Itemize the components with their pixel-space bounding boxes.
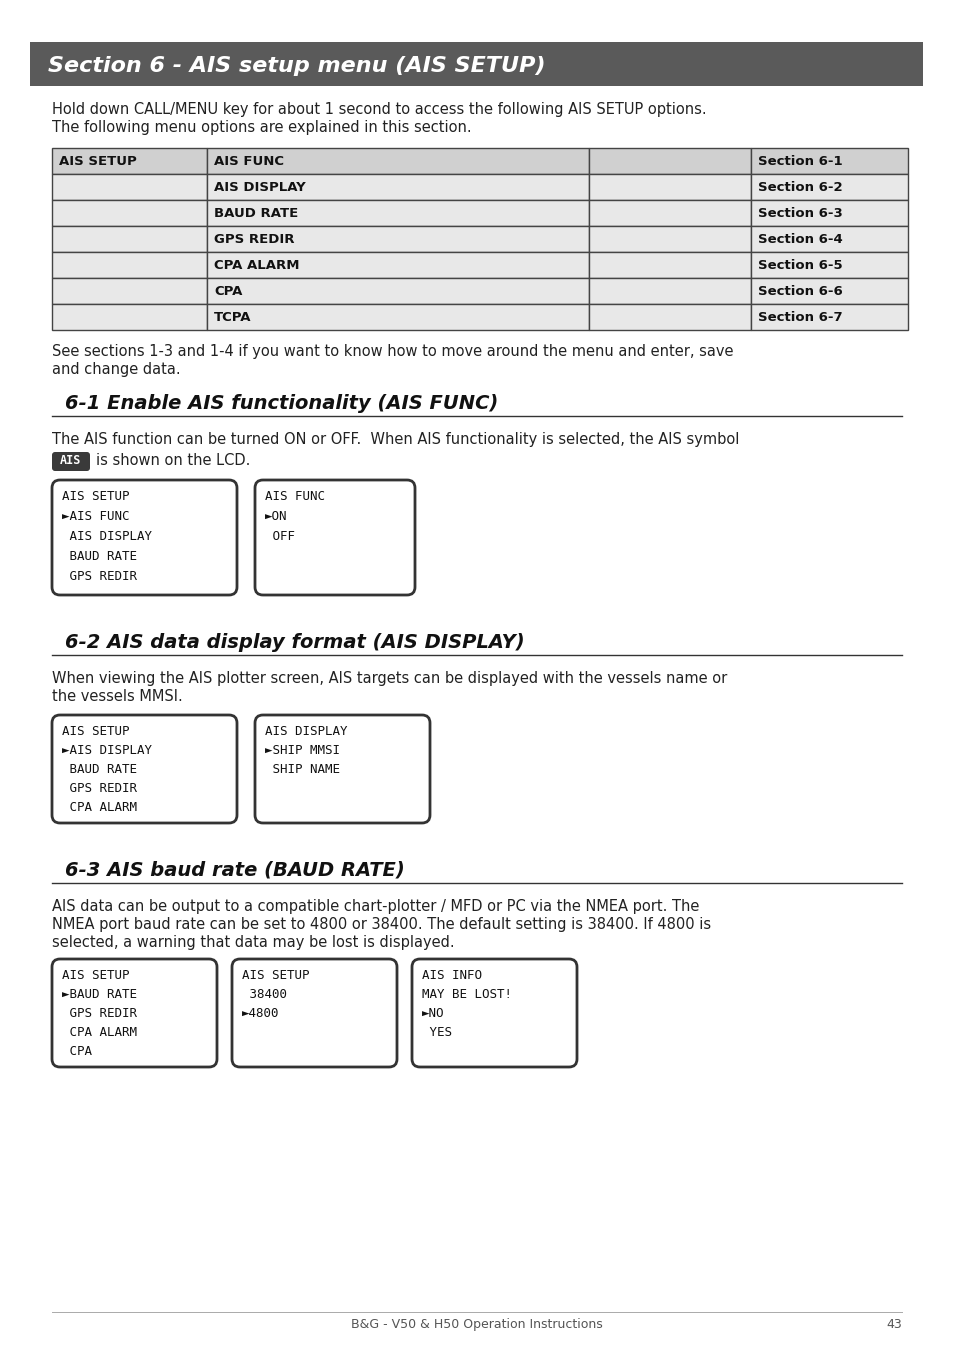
Text: AIS: AIS <box>60 454 82 467</box>
Text: AIS FUNC: AIS FUNC <box>265 490 325 502</box>
Bar <box>207 252 588 277</box>
Text: AIS data can be output to a compatible chart-plotter / MFD or PC via the NMEA po: AIS data can be output to a compatible c… <box>52 898 699 915</box>
Text: 43: 43 <box>885 1317 901 1331</box>
Bar <box>588 252 750 277</box>
FancyBboxPatch shape <box>254 480 415 595</box>
Bar <box>588 304 750 330</box>
Bar <box>52 277 207 304</box>
Text: CPA: CPA <box>62 1045 91 1057</box>
Text: GPS REDIR: GPS REDIR <box>62 783 137 795</box>
Text: GPS REDIR: GPS REDIR <box>62 570 137 583</box>
Text: Hold down CALL/MENU key for about 1 second to access the following AIS SETUP opt: Hold down CALL/MENU key for about 1 seco… <box>52 102 706 117</box>
FancyBboxPatch shape <box>52 715 236 823</box>
Text: The AIS function can be turned ON or OFF.  When AIS functionality is selected, t: The AIS function can be turned ON or OFF… <box>52 432 739 447</box>
FancyBboxPatch shape <box>52 480 236 595</box>
Text: Section 6-5: Section 6-5 <box>758 259 841 272</box>
Bar <box>588 174 750 199</box>
Text: and change data.: and change data. <box>52 362 180 377</box>
Bar <box>207 304 588 330</box>
Bar <box>207 277 588 304</box>
Bar <box>207 199 588 226</box>
Text: AIS SETUP: AIS SETUP <box>242 968 309 982</box>
Text: NMEA port baud rate can be set to 4800 or 38400. The default setting is 38400. I: NMEA port baud rate can be set to 4800 o… <box>52 917 710 932</box>
Text: B&G - V50 & H50 Operation Instructions: B&G - V50 & H50 Operation Instructions <box>351 1317 602 1331</box>
Text: Section 6-4: Section 6-4 <box>758 233 841 247</box>
FancyBboxPatch shape <box>412 959 577 1067</box>
Bar <box>588 148 750 174</box>
Text: CPA ALARM: CPA ALARM <box>62 801 137 814</box>
Text: AIS SETUP: AIS SETUP <box>62 490 130 502</box>
Text: When viewing the AIS plotter screen, AIS targets can be displayed with the vesse: When viewing the AIS plotter screen, AIS… <box>52 671 726 686</box>
Bar <box>588 277 750 304</box>
Bar <box>750 277 907 304</box>
Text: Section 6-3: Section 6-3 <box>758 207 841 220</box>
Text: See sections 1-3 and 1-4 if you want to know how to move around the menu and ent: See sections 1-3 and 1-4 if you want to … <box>52 343 733 360</box>
Text: BAUD RATE: BAUD RATE <box>62 762 137 776</box>
Bar <box>207 226 588 252</box>
Text: CPA: CPA <box>213 286 242 298</box>
Text: AIS FUNC: AIS FUNC <box>213 155 284 168</box>
Text: 38400: 38400 <box>242 987 287 1001</box>
Text: ►ON: ►ON <box>265 511 287 523</box>
Bar <box>52 252 207 277</box>
Bar <box>750 174 907 199</box>
FancyBboxPatch shape <box>232 959 396 1067</box>
Text: Section 6-2: Section 6-2 <box>758 180 841 194</box>
Bar <box>30 42 923 86</box>
Bar <box>750 252 907 277</box>
Text: ►SHIP MMSI: ►SHIP MMSI <box>265 744 339 757</box>
Bar <box>750 226 907 252</box>
Text: GPS REDIR: GPS REDIR <box>62 1008 137 1020</box>
Bar <box>750 148 907 174</box>
Text: Section 6-6: Section 6-6 <box>758 286 841 298</box>
Text: ►BAUD RATE: ►BAUD RATE <box>62 987 137 1001</box>
Text: AIS INFO: AIS INFO <box>421 968 481 982</box>
FancyBboxPatch shape <box>52 959 216 1067</box>
Text: ►4800: ►4800 <box>242 1008 279 1020</box>
Text: ►NO: ►NO <box>421 1008 444 1020</box>
Text: CPA ALARM: CPA ALARM <box>62 1026 137 1039</box>
Bar <box>588 199 750 226</box>
Text: BAUD RATE: BAUD RATE <box>213 207 298 220</box>
Text: the vessels MMSI.: the vessels MMSI. <box>52 690 183 704</box>
FancyBboxPatch shape <box>52 453 90 471</box>
Text: Section 6 - AIS setup menu (AIS SETUP): Section 6 - AIS setup menu (AIS SETUP) <box>48 57 545 75</box>
FancyBboxPatch shape <box>254 715 430 823</box>
Text: AIS DISPLAY: AIS DISPLAY <box>213 180 305 194</box>
Bar <box>750 304 907 330</box>
Bar <box>207 174 588 199</box>
Text: selected, a warning that data may be lost is displayed.: selected, a warning that data may be los… <box>52 935 455 950</box>
Text: ►AIS DISPLAY: ►AIS DISPLAY <box>62 744 152 757</box>
Bar <box>52 174 207 199</box>
Text: ►AIS FUNC: ►AIS FUNC <box>62 511 130 523</box>
Text: AIS DISPLAY: AIS DISPLAY <box>62 529 152 543</box>
Text: AIS SETUP: AIS SETUP <box>62 968 130 982</box>
Text: AIS SETUP: AIS SETUP <box>59 155 136 168</box>
Text: 6-1 Enable AIS functionality (AIS FUNC): 6-1 Enable AIS functionality (AIS FUNC) <box>65 395 497 414</box>
Text: 6-2 AIS data display format (AIS DISPLAY): 6-2 AIS data display format (AIS DISPLAY… <box>65 633 524 652</box>
Bar <box>52 199 207 226</box>
Text: Section 6-1: Section 6-1 <box>758 155 841 168</box>
Text: AIS DISPLAY: AIS DISPLAY <box>265 725 347 738</box>
Text: 6-3 AIS baud rate (BAUD RATE): 6-3 AIS baud rate (BAUD RATE) <box>65 861 404 880</box>
Text: The following menu options are explained in this section.: The following menu options are explained… <box>52 120 471 135</box>
Text: GPS REDIR: GPS REDIR <box>213 233 294 247</box>
Text: is shown on the LCD.: is shown on the LCD. <box>96 453 250 467</box>
Text: TCPA: TCPA <box>213 311 252 325</box>
Text: SHIP NAME: SHIP NAME <box>265 762 339 776</box>
Bar <box>588 226 750 252</box>
Bar <box>52 304 207 330</box>
Text: MAY BE LOST!: MAY BE LOST! <box>421 987 512 1001</box>
Text: YES: YES <box>421 1026 452 1039</box>
Text: Section 6-7: Section 6-7 <box>758 311 841 325</box>
Bar <box>207 148 588 174</box>
Bar <box>52 226 207 252</box>
Text: OFF: OFF <box>265 529 294 543</box>
Bar <box>52 148 207 174</box>
Text: CPA ALARM: CPA ALARM <box>213 259 299 272</box>
Text: AIS SETUP: AIS SETUP <box>62 725 130 738</box>
Text: BAUD RATE: BAUD RATE <box>62 550 137 563</box>
Bar <box>750 199 907 226</box>
